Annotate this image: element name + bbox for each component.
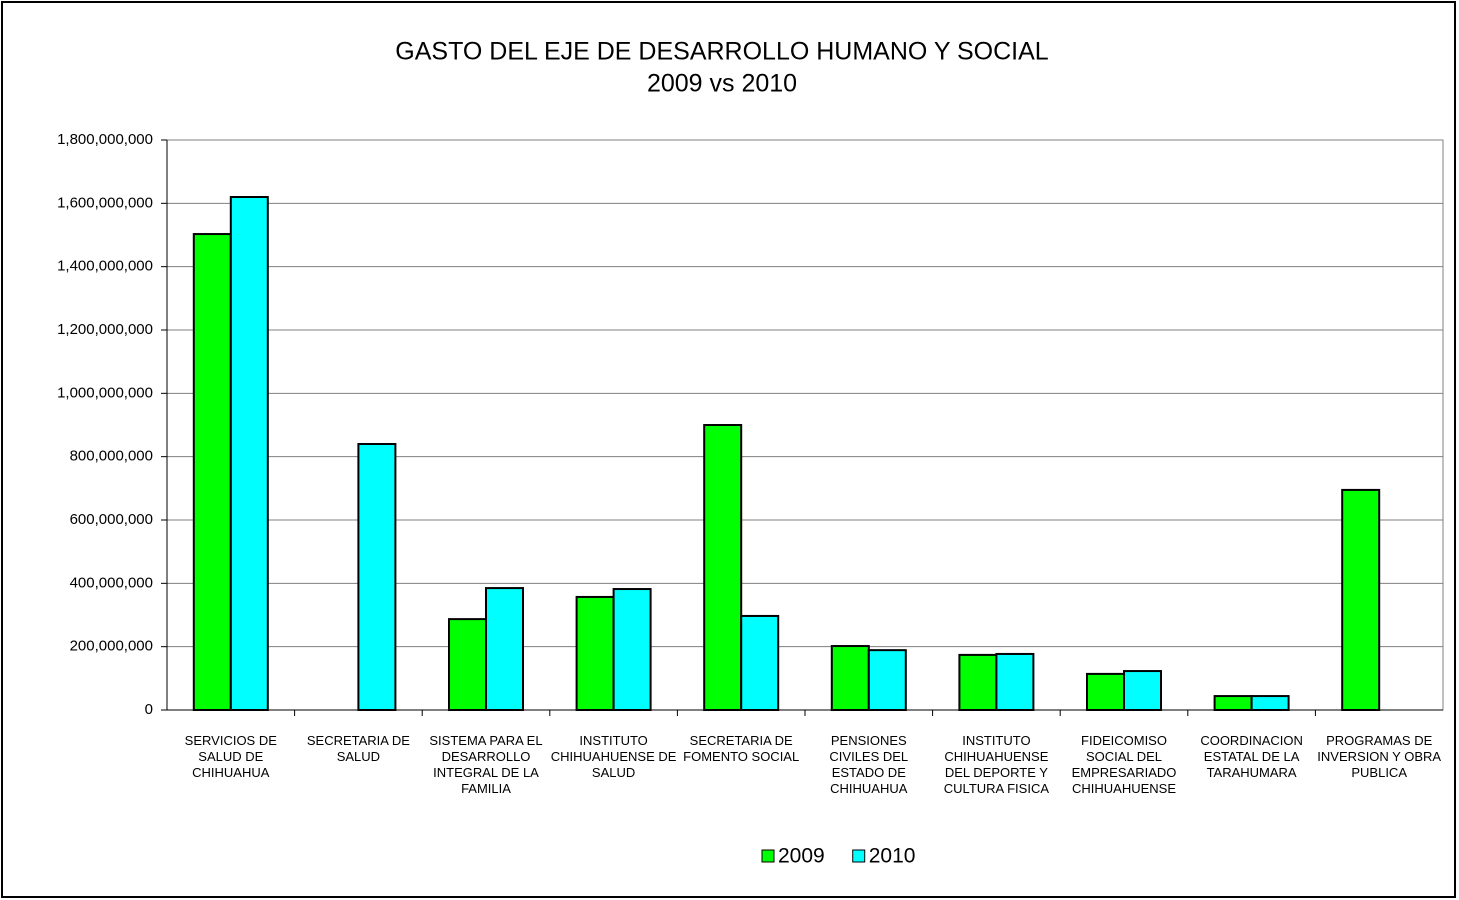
x-tick-label: INSTITUTO CHIHUAHUENSE DEL DEPORTE Y CUL… [943, 733, 1049, 796]
bar [357, 443, 397, 711]
y-tick-label: 1,200,000,000 [57, 321, 153, 338]
legend-label: 2010 [869, 845, 916, 868]
y-tick-label: 600,000,000 [70, 511, 153, 528]
x-tick-label: SECRETARIA DE FOMENTO SOCIAL [683, 733, 800, 764]
bar [1086, 672, 1125, 712]
x-tick-label: PROGRAMAS DE INVERSION Y OBRA PUBLICA [1317, 733, 1442, 780]
x-tick-label: PENSIONES CIVILES DEL ESTADO DE CHIHUAHU… [829, 733, 909, 796]
legend-label: 2009 [778, 845, 825, 868]
bar [703, 424, 743, 711]
x-tick-label: INSTITUTO CHIHUAHUENSE DE SALUD [550, 733, 677, 780]
y-tick-label: 1,400,000,000 [57, 258, 153, 275]
bar [830, 645, 870, 711]
bar [1250, 695, 1290, 711]
y-tick-label: 800,000,000 [70, 448, 153, 465]
y-tick-label: 1,000,000,000 [57, 384, 153, 401]
bar [612, 588, 652, 711]
x-tick-label: FIDEICOMISO SOCIAL DEL EMPRESARIADO CHIH… [1071, 733, 1177, 796]
chart-subtitle: 2009 vs 2010 [647, 70, 797, 98]
y-tick-label: 0 [145, 701, 153, 718]
y-tick-label: 200,000,000 [70, 638, 153, 655]
x-tick-label: COORDINACION ESTATAL DE LA TARAHUMARA [1200, 733, 1303, 780]
legend-swatch [852, 849, 866, 863]
bar [958, 653, 998, 712]
bar [192, 233, 232, 712]
bar [229, 196, 269, 711]
bar [740, 614, 780, 712]
legend-swatch [761, 849, 775, 863]
x-tick-label: SECRETARIA DE SALUD [306, 733, 410, 764]
y-tick-label: 400,000,000 [70, 574, 153, 591]
x-tick-label: SERVICIOS DE SALUD DE CHIHUAHUA [184, 733, 277, 780]
y-tick-label: 1,800,000,000 [57, 131, 153, 148]
bar [575, 595, 615, 712]
bar [995, 652, 1035, 712]
bar [867, 649, 907, 712]
bar [448, 618, 487, 711]
bar [1341, 488, 1381, 711]
x-tick-label: SISTEMA PARA EL DESARROLLO INTEGRAL DE L… [429, 733, 543, 796]
bar [485, 587, 524, 711]
y-tick-label: 1,600,000,000 [57, 194, 153, 211]
chart-title: GASTO DEL EJE DE DESARROLLO HUMANO Y SOC… [395, 38, 1049, 66]
bar [1123, 670, 1162, 711]
bar [1213, 695, 1253, 711]
